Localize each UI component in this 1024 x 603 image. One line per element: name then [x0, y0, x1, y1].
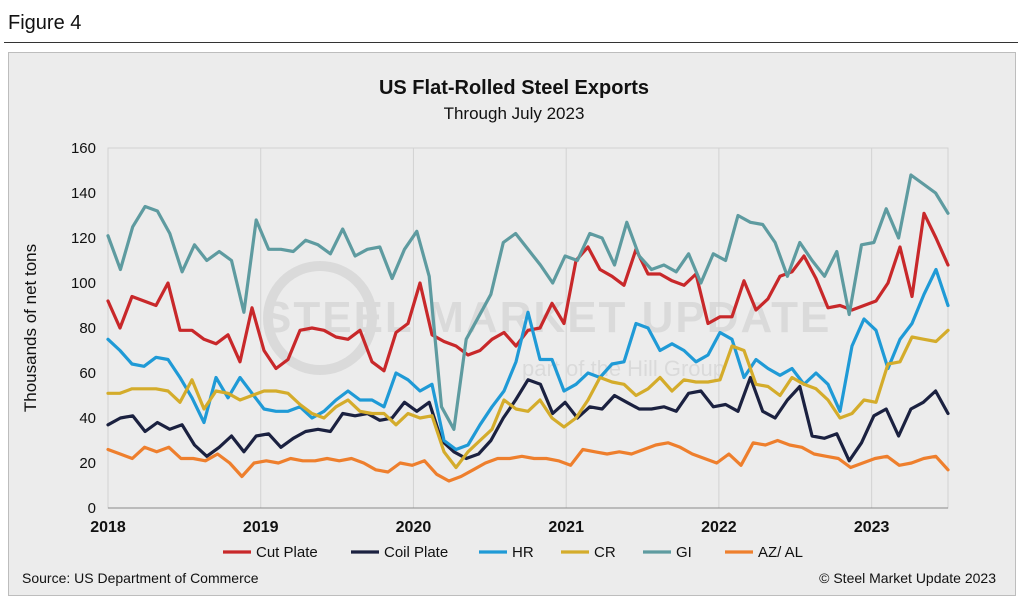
y-tick-label: 100: [71, 275, 96, 292]
x-tick-label: 2022: [701, 519, 737, 536]
figure-label: Figure 4: [8, 12, 82, 34]
series-line-gi: [106, 173, 950, 431]
y-tick-label: 20: [79, 455, 96, 472]
legend-label: Cut Plate: [256, 544, 318, 561]
x-tick-label: 2020: [396, 519, 432, 536]
legend-item-cut-plate: Cut Plate: [223, 544, 318, 561]
legend-label: Coil Plate: [384, 544, 448, 561]
legend-item-cr: CR: [561, 544, 616, 561]
chart-title: US Flat-Rolled Steel Exports: [379, 77, 649, 99]
x-tick-label: 2018: [90, 519, 126, 536]
y-tick-label: 120: [71, 230, 96, 247]
series-line-cr: [106, 328, 950, 470]
legend-label: CR: [594, 544, 616, 561]
y-tick-labels: 0 20 40 60 80 100 120 140 160: [71, 140, 96, 517]
y-tick-label: 0: [88, 500, 96, 517]
legend-label: HR: [512, 544, 534, 561]
y-tick-label: 160: [71, 140, 96, 157]
y-tick-label: 60: [79, 365, 96, 382]
y-tick-label: 80: [79, 320, 96, 337]
series-line-coil-plate: [106, 375, 950, 463]
y-axis-label: Thousands of net tons: [21, 244, 40, 412]
series-line-az-al: [106, 438, 950, 483]
source-note: Source: US Department of Commerce: [22, 570, 259, 586]
y-tick-label: 40: [79, 410, 96, 427]
figure-divider: [4, 42, 1018, 43]
legend-item-gi: GI: [643, 544, 692, 561]
legend-item-az-al: AZ/ AL: [725, 544, 803, 561]
series-line-hr: [106, 267, 950, 452]
chart-subtitle: Through July 2023: [444, 104, 585, 123]
legend-label: AZ/ AL: [758, 544, 803, 561]
x-tick-label: 2023: [854, 519, 890, 536]
legend-label: GI: [676, 544, 692, 561]
x-tick-labels: 2018 2019 2020 2021 2022 2023: [90, 519, 889, 536]
gridlines: [107, 147, 949, 509]
watermark-logo-ring: [263, 261, 377, 375]
legend-item-hr: HR: [479, 544, 534, 561]
x-tick-label: 2021: [548, 519, 584, 536]
y-tick-label: 140: [71, 185, 96, 202]
x-tick-label: 2019: [243, 519, 279, 536]
chart-panel: [8, 52, 1016, 596]
series-line-cut-plate: [106, 211, 950, 373]
series-lines: [106, 173, 950, 483]
copyright-note: © Steel Market Update 2023: [819, 570, 996, 586]
legend-item-coil-plate: Coil Plate: [351, 544, 448, 561]
legend: Cut Plate Coil Plate HR CR GI AZ/ AL: [223, 544, 803, 561]
